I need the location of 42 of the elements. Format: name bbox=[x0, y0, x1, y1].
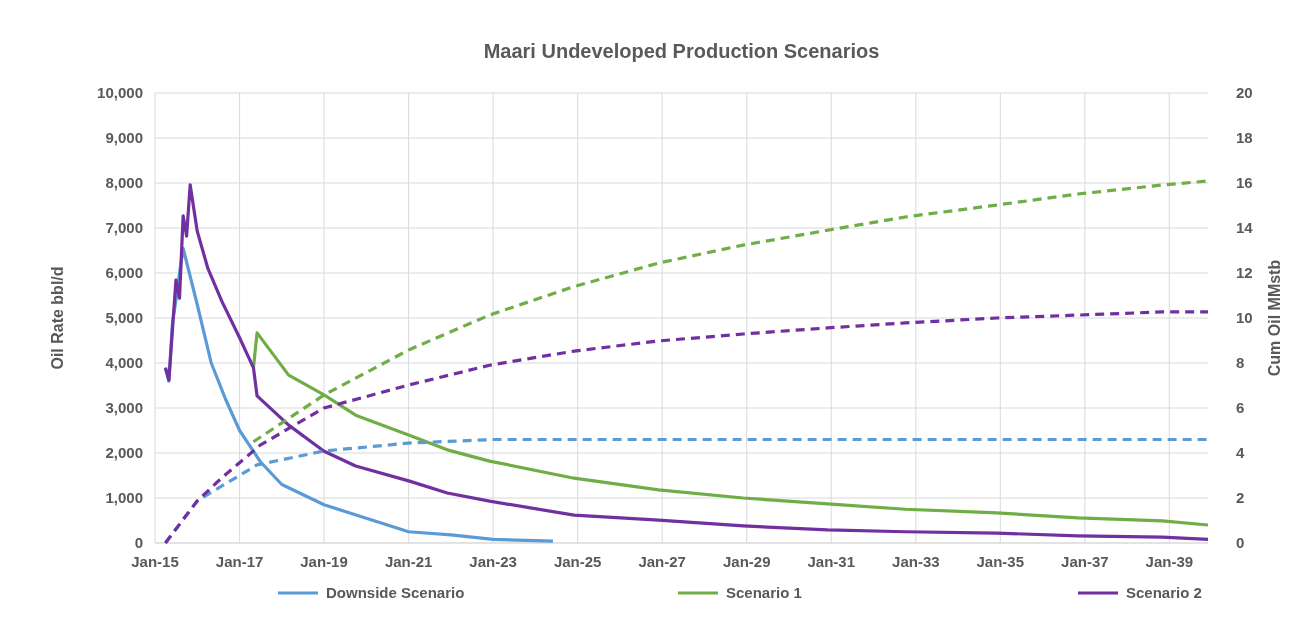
y-tick-label: 1,000 bbox=[105, 489, 143, 506]
x-tick-label: Jan-23 bbox=[469, 553, 517, 570]
y2-tick-label: 0 bbox=[1236, 534, 1245, 551]
y2-tick-label: 6 bbox=[1236, 399, 1245, 416]
y-tick-label: 3,000 bbox=[105, 399, 143, 416]
y-tick-label: 0 bbox=[134, 534, 143, 551]
x-tick-label: Jan-19 bbox=[300, 553, 348, 570]
y-tick-label: 7,000 bbox=[105, 219, 143, 236]
y2-tick-label: 4 bbox=[1236, 444, 1245, 461]
y-tick-label: 8,000 bbox=[105, 174, 143, 191]
y2-tick-label: 16 bbox=[1236, 174, 1253, 191]
y2-tick-label: 20 bbox=[1236, 84, 1253, 101]
y-tick-label: 6,000 bbox=[105, 264, 143, 281]
y-tick-label: 9,000 bbox=[105, 129, 143, 146]
chart-title: Maari Undeveloped Production Scenarios bbox=[483, 40, 880, 62]
y-tick-label: 10,000 bbox=[97, 84, 143, 101]
legend-label: Scenario 1 bbox=[726, 584, 802, 601]
legend-label: Downside Scenario bbox=[326, 584, 465, 601]
x-tick-label: Jan-15 bbox=[131, 553, 179, 570]
y2-tick-label: 14 bbox=[1236, 219, 1254, 236]
x-tick-label: Jan-31 bbox=[807, 553, 855, 570]
x-tick-label: Jan-37 bbox=[1061, 553, 1109, 570]
y-tick-label: 4,000 bbox=[105, 354, 143, 371]
y2-tick-label: 2 bbox=[1236, 489, 1245, 506]
line-series bbox=[163, 183, 1210, 541]
y2-tick-label: 12 bbox=[1236, 264, 1253, 281]
legend-label: Scenario 2 bbox=[1126, 584, 1202, 601]
y2-tick-label: 10 bbox=[1236, 309, 1253, 326]
y2-tick-label: 8 bbox=[1236, 354, 1245, 371]
x-tick-label: Jan-33 bbox=[892, 553, 940, 570]
x-tick-label: Jan-25 bbox=[553, 553, 602, 570]
x-tick-label: Jan-39 bbox=[1145, 553, 1194, 570]
x-tick-label: Jan-29 bbox=[723, 553, 771, 570]
x-tick-label: Jan-17 bbox=[215, 553, 264, 570]
y-axis-title: Oil Rate bbl/d bbox=[49, 266, 66, 370]
y2-axis-title: Cum Oil MMstb bbox=[1266, 259, 1283, 377]
y-tick-label: 5,000 bbox=[105, 309, 143, 326]
y-tick-label: 2,000 bbox=[105, 444, 143, 461]
y2-tick-label: 18 bbox=[1236, 129, 1253, 146]
x-tick-label: Jan-21 bbox=[384, 553, 433, 570]
x-tick-label: Jan-27 bbox=[638, 553, 686, 570]
x-tick-label: Jan-35 bbox=[976, 553, 1025, 570]
